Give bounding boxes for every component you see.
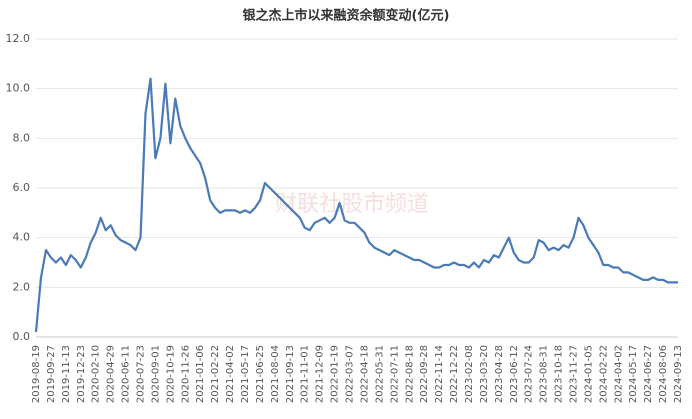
x-tick-label: 2020-06-11 <box>121 345 132 403</box>
x-tick-label: 2020-09-01 <box>150 345 161 403</box>
y-tick-label: 0.0 <box>13 330 31 343</box>
x-tick-label: 2021-01-06 <box>195 345 206 403</box>
x-tick-label: 2019-12-23 <box>76 345 87 403</box>
x-tick-label: 2023-11-27 <box>568 345 579 403</box>
x-tick-label: 2020-04-29 <box>106 345 117 403</box>
x-tick-label: 2022-08-18 <box>404 345 415 403</box>
x-tick-label: 2022-03-07 <box>345 345 356 403</box>
x-tick-label: 2022-01-19 <box>330 345 341 403</box>
x-tick-label: 2020-10-19 <box>165 345 176 403</box>
x-tick-label: 2021-05-17 <box>240 345 251 403</box>
y-tick-label: 6.0 <box>13 181 31 194</box>
y-tick-label: 8.0 <box>13 131 31 144</box>
x-tick-label: 2021-09-13 <box>285 345 296 403</box>
x-tick-label: 2024-09-13 <box>673 345 684 403</box>
x-tick-label: 2021-12-09 <box>315 345 326 403</box>
x-tick-label: 2020-07-23 <box>136 345 147 403</box>
x-tick-label: 2022-09-28 <box>419 345 430 403</box>
x-tick-label: 2020-02-10 <box>91 345 102 403</box>
x-tick-label: 2022-11-14 <box>434 345 445 403</box>
chart-title: 银之杰上市以来融资余额变动(亿元) <box>243 8 450 24</box>
y-tick-label: 12.0 <box>6 32 31 45</box>
x-tick-label: 2021-04-02 <box>225 345 236 403</box>
x-tick-label: 2023-02-08 <box>464 345 475 403</box>
x-tick-label: 2021-11-01 <box>300 345 311 403</box>
x-tick-label: 2023-07-24 <box>524 345 535 403</box>
x-tick-label: 2019-09-27 <box>46 345 57 403</box>
x-tick-label: 2021-02-22 <box>210 345 221 403</box>
y-tick-label: 2.0 <box>13 280 31 293</box>
x-tick-label: 2024-02-22 <box>598 345 609 403</box>
x-tick-label: 2024-08-06 <box>658 345 669 403</box>
x-tick-label: 2023-06-12 <box>509 345 520 403</box>
x-tick-label: 2019-08-19 <box>31 345 42 403</box>
x-tick-label: 2021-06-25 <box>255 345 266 403</box>
x-tick-label: 2024-05-17 <box>628 345 639 403</box>
x-tick-label: 2024-04-02 <box>613 345 624 403</box>
x-tick-label: 2024-06-27 <box>643 345 654 403</box>
x-tick-label: 2021-08-04 <box>270 345 281 403</box>
x-tick-label: 2020-11-26 <box>180 345 191 403</box>
x-tick-label: 2023-10-18 <box>554 345 565 403</box>
y-tick-label: 4.0 <box>13 231 31 244</box>
watermark: 财联社股市频道 <box>275 192 429 217</box>
x-tick-label: 2023-04-28 <box>494 345 505 403</box>
x-tick-label: 2022-07-11 <box>389 345 400 403</box>
x-tick-label: 2022-12-22 <box>449 345 460 403</box>
x-tick-label: 2023-08-31 <box>539 345 550 403</box>
y-tick-label: 10.0 <box>6 82 31 95</box>
x-tick-label: 2024-01-05 <box>583 345 594 403</box>
x-tick-label: 2022-05-31 <box>374 345 385 403</box>
x-tick-label: 2023-03-20 <box>479 345 490 403</box>
x-tick-label: 2019-11-13 <box>61 345 72 403</box>
x-tick-label: 2022-04-18 <box>359 345 370 403</box>
line-series <box>34 77 678 333</box>
